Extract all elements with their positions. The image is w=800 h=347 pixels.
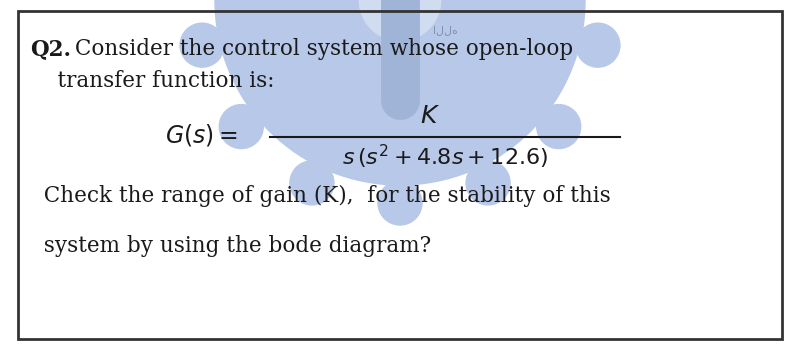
Circle shape [466,161,510,205]
Circle shape [219,104,263,149]
Text: $G(s) =$: $G(s) =$ [165,121,238,147]
Text: system by using the bode diagram?: system by using the bode diagram? [30,235,431,257]
Text: $s\,(s^2 + 4.8s + 12.6)$: $s\,(s^2 + 4.8s + 12.6)$ [342,143,548,171]
Text: Q2.: Q2. [30,38,71,60]
Text: Check the range of gain (K),  for the stability of this: Check the range of gain (K), for the sta… [30,185,610,207]
Text: الله: الله [433,25,458,35]
Text: Consider the control system whose open-loop: Consider the control system whose open-l… [68,38,573,60]
Circle shape [378,181,422,225]
Circle shape [290,161,334,205]
Text: transfer function is:: transfer function is: [30,70,274,92]
Circle shape [576,23,620,67]
Circle shape [537,104,581,149]
Circle shape [359,0,441,41]
Circle shape [180,23,224,67]
Text: $K$: $K$ [420,105,440,128]
Circle shape [215,0,585,185]
